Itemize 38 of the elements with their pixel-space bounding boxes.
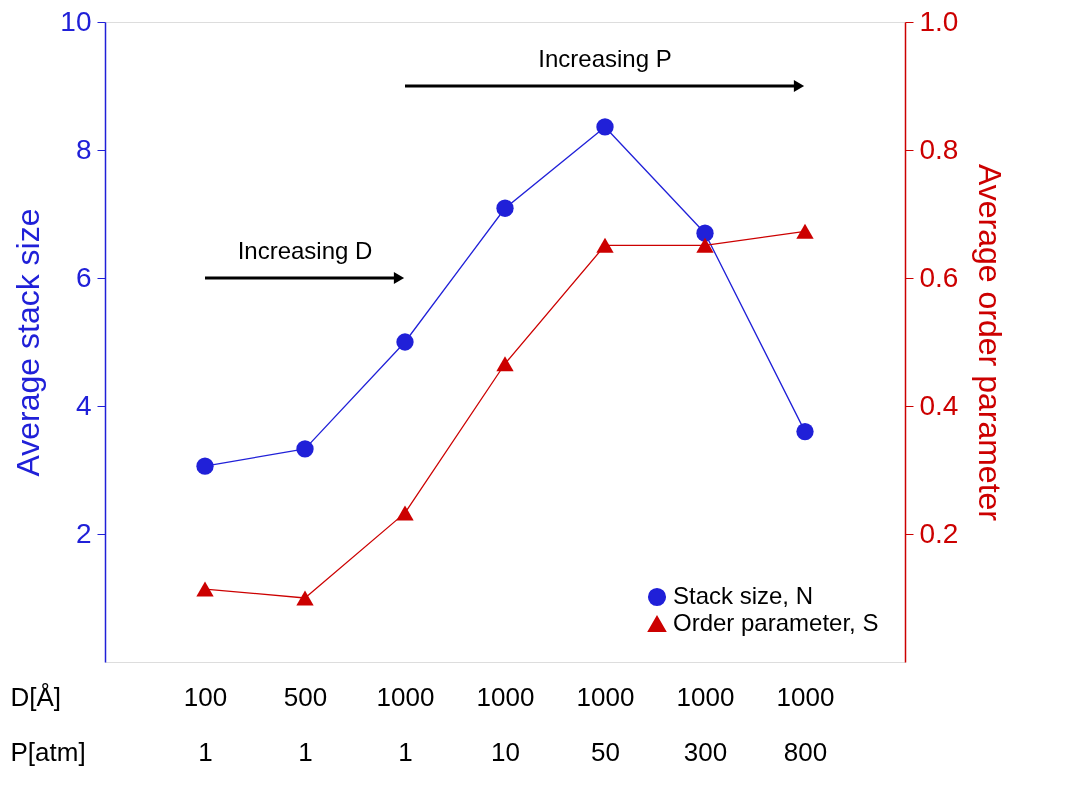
point xyxy=(196,457,214,475)
x-tick-label: 1000 800 xyxy=(776,681,835,767)
point xyxy=(396,505,414,521)
point xyxy=(296,590,314,606)
legend-label: Stack size, N xyxy=(673,582,814,609)
point xyxy=(796,422,814,441)
y-axis-title: Average stack size xyxy=(10,208,47,477)
point xyxy=(696,237,714,253)
y-tick-label: 10 xyxy=(60,5,92,37)
point xyxy=(396,333,414,351)
y-tick-label: 6 xyxy=(75,261,92,293)
point xyxy=(196,581,214,597)
point xyxy=(496,356,514,372)
x-tick-label: 1000 1 xyxy=(376,681,435,767)
x-axis-title: D[Å] P[atm] xyxy=(10,681,86,767)
y2-tick-label: 0.2 xyxy=(919,517,959,549)
y2-tick-label: 1.0 xyxy=(919,5,959,37)
x-tick-label: 500 1 xyxy=(283,681,328,767)
y2-axis-title: Average order parameter xyxy=(972,164,1009,522)
x-tick-label: 1000 50 xyxy=(576,681,635,767)
point xyxy=(496,199,514,217)
point xyxy=(796,223,814,239)
y-tick-label: 2 xyxy=(75,517,92,549)
point xyxy=(696,224,714,242)
point xyxy=(296,440,314,458)
y2-tick-label: 0.6 xyxy=(919,261,959,293)
x-tick-label: 1000 10 xyxy=(476,681,535,767)
y-tick-label: 4 xyxy=(75,389,92,421)
legend-label: Order parameter, S xyxy=(673,609,879,636)
y-tick-label: 8 xyxy=(75,133,92,165)
point xyxy=(596,118,614,136)
annotation: Increasing P xyxy=(538,45,672,72)
point xyxy=(596,237,614,253)
x-tick-label: 1000 300 xyxy=(676,681,735,767)
x-tick-label: 100 1 xyxy=(183,681,228,767)
annotation: Increasing D xyxy=(237,237,373,264)
y2-tick-label: 0.4 xyxy=(919,389,959,421)
y2-tick-label: 0.8 xyxy=(919,133,959,165)
